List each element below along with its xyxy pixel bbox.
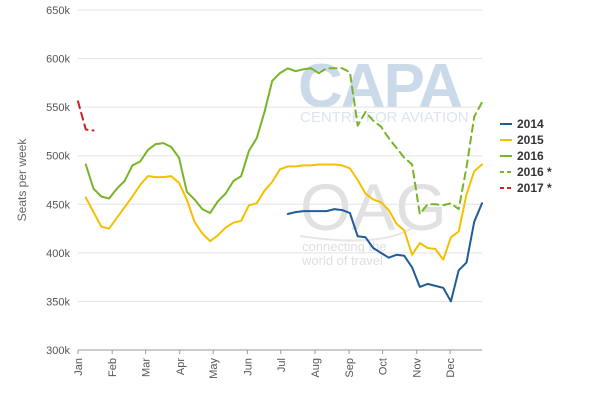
x-tick-label: Jul — [276, 358, 288, 372]
axes: 300k 350k 400k 450k 500k 550k 600k 650k Jan Feb Ma… — [46, 5, 482, 379]
x-tick-label: May — [208, 358, 220, 379]
y-tick-label: 450k — [46, 199, 70, 211]
legend: 2014 2015 2016 2016 * 2017 * — [500, 117, 552, 195]
legend-label: 2016 * — [517, 165, 552, 179]
capa-logo: CAPA — [298, 52, 462, 121]
legend-label: 2016 — [517, 149, 544, 163]
x-tick-label: Nov — [412, 358, 424, 378]
x-tick-label: Feb — [107, 358, 119, 377]
series-line-2014 — [286, 202, 483, 303]
y-tick-label: 550k — [46, 102, 70, 114]
y-tick-label: 350k — [46, 296, 70, 308]
y-tick-label: 600k — [46, 54, 70, 66]
y-tick-label: 400k — [46, 248, 70, 260]
oag-logo: OAG — [300, 170, 447, 244]
x-tick-label: Jun — [242, 358, 254, 376]
legend-label: 2014 — [517, 117, 544, 131]
y-tick-label: 650k — [46, 5, 70, 17]
legend-label: 2017 * — [517, 181, 552, 195]
x-tick-label: Jan — [73, 358, 85, 376]
x-tick-label: Apr — [175, 358, 187, 375]
capa-watermark: CAPA CENTRE FOR AVIATION — [298, 52, 469, 126]
x-tick-label: Aug — [310, 358, 322, 378]
oag-tagline-2: world of travel — [301, 253, 383, 268]
series-line-2016 — [84, 67, 320, 214]
series-line-2016 — [317, 67, 483, 215]
oag-watermark: OAG connecting the world of travel — [299, 170, 447, 268]
capa-tagline: CENTRE FOR AVIATION — [300, 109, 469, 126]
y-axis-title: Seats per week — [15, 138, 29, 222]
x-tick-label: Oct — [378, 358, 390, 375]
legend-label: 2015 — [517, 133, 544, 147]
series-line-2017 — [77, 100, 95, 132]
x-tick-label: Sep — [344, 358, 356, 378]
oag-tagline-1: connecting the — [302, 239, 387, 254]
series-lines — [77, 67, 483, 303]
x-tick-label: Dec — [445, 358, 457, 378]
y-tick-label: 500k — [46, 151, 70, 163]
y-tick-label: 300k — [46, 345, 70, 357]
series-line-2015 — [84, 163, 483, 261]
x-tick-label: Mar — [141, 358, 153, 377]
